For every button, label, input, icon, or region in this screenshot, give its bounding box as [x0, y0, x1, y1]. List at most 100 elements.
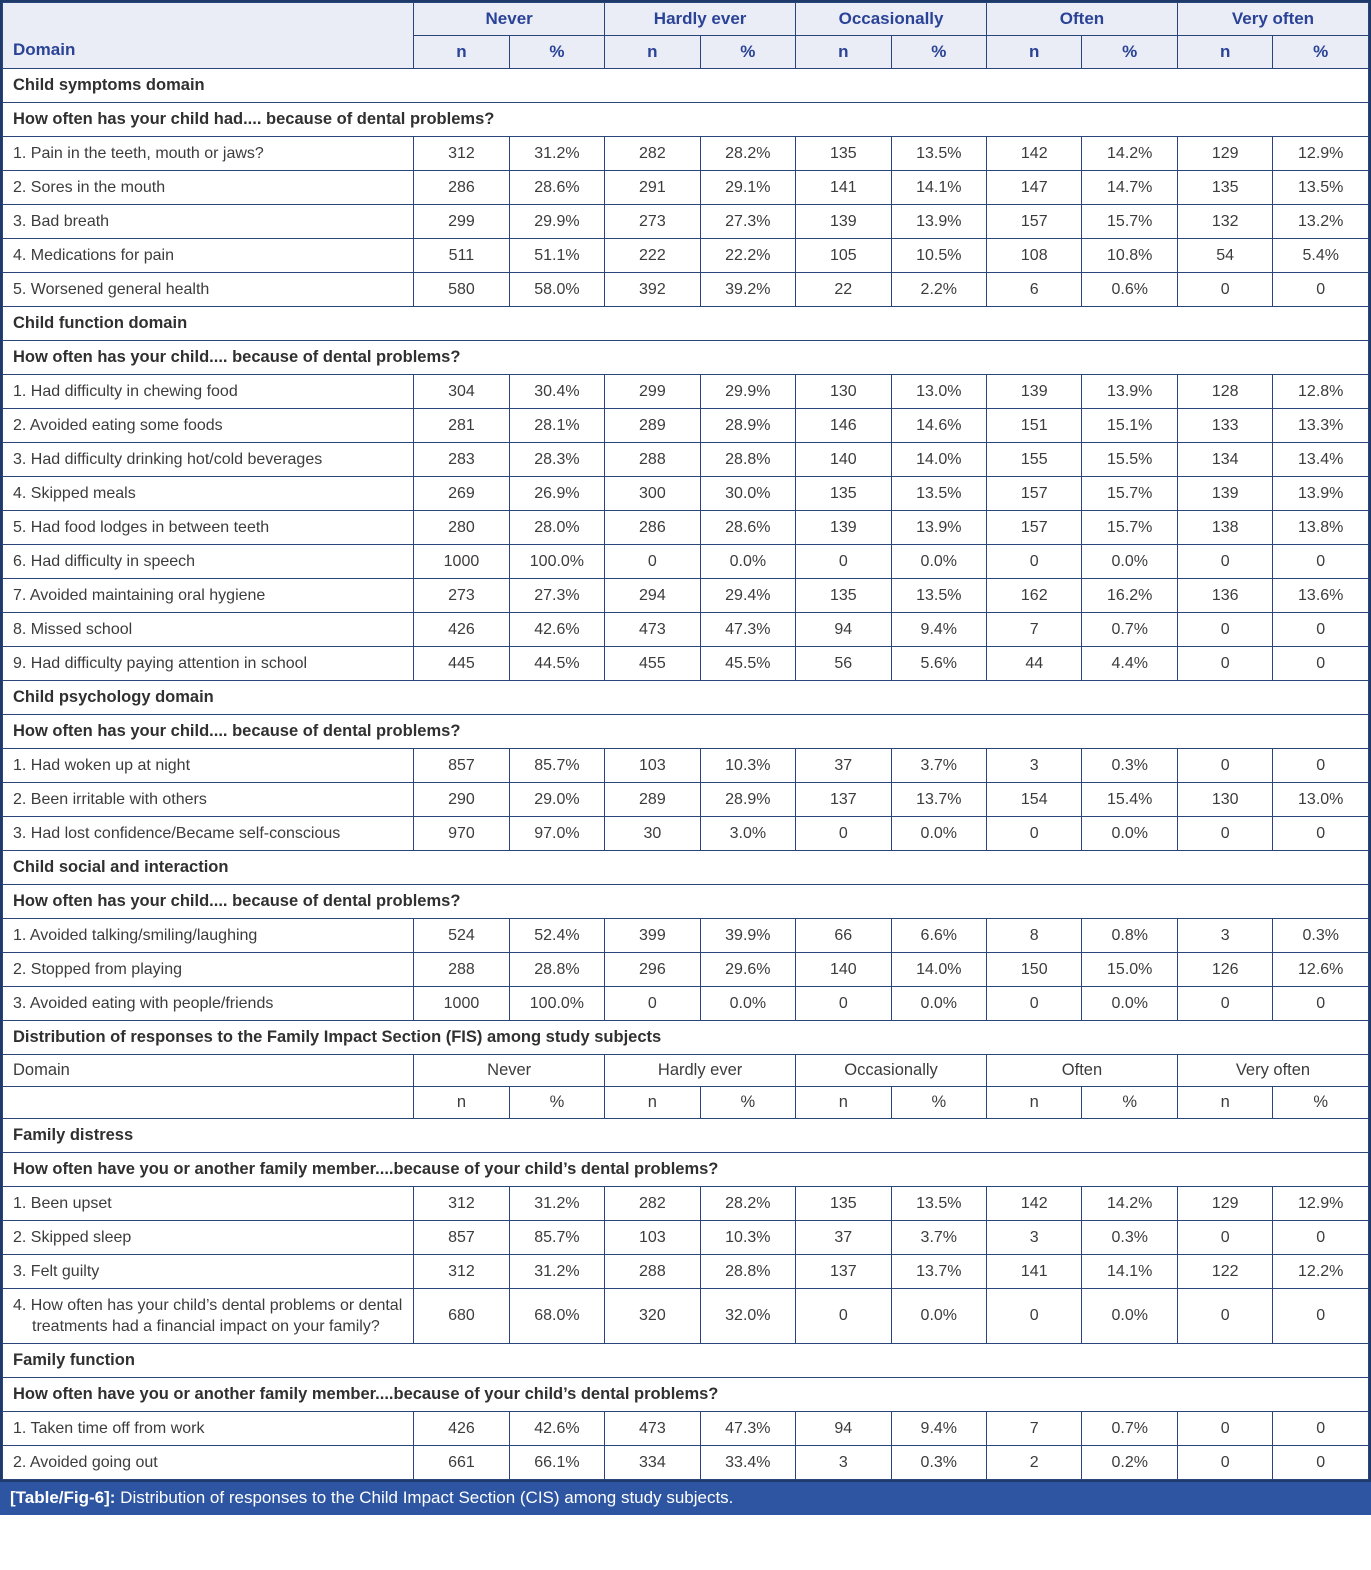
cis-table-container: Domain Never Hardly ever Occasionally Of… [0, 0, 1371, 1482]
value-cell: 0.0% [699, 986, 797, 1021]
value-cell: 0 [1176, 612, 1274, 647]
value-cell: 2 [986, 1445, 1083, 1480]
question-row: How often has your child.... because of … [2, 714, 1369, 749]
value-cell: 13.0% [1272, 782, 1369, 817]
value-cell: 4.4% [1081, 646, 1178, 681]
value-cell: 299 [413, 204, 510, 239]
value-cell: 139 [1176, 476, 1274, 511]
value-cell: 147 [986, 170, 1083, 205]
item-label: 4. How often has your child’s dental pro… [1, 1288, 415, 1344]
item-label: 5. Worsened general health [1, 272, 415, 307]
data-row: 4. Medications for pain 511 51.1% 222 22.2% 1… [1, 238, 1369, 273]
value-cell: 31.2% [508, 1254, 606, 1289]
value-cell: 15.7% [1081, 476, 1178, 511]
item-label: 9. Had difficulty paying attention in sc… [1, 646, 415, 681]
value-cell: 42.6% [508, 612, 606, 647]
value-cell: 13.5% [890, 1186, 988, 1221]
value-cell: 857 [413, 748, 510, 783]
n-header: n [604, 35, 701, 69]
value-cell: 139 [986, 374, 1083, 409]
item-label: 3. Had lost confidence/Became self-consc… [1, 816, 415, 851]
percent-header: % [890, 35, 988, 69]
value-cell: 68.0% [508, 1288, 606, 1344]
value-cell: 12.8% [1272, 374, 1369, 409]
value-cell: 13.7% [890, 782, 988, 817]
group-header-occasionally: Occasionally [795, 2, 988, 36]
value-cell: 136 [1176, 578, 1274, 613]
value-cell: 0 [1272, 646, 1369, 681]
value-cell: 45.5% [699, 646, 797, 681]
value-cell: 13.6% [1272, 578, 1369, 613]
table-caption: [Table/Fig-6]: Distribution of responses… [0, 1482, 1371, 1515]
data-row: 2. Been irritable with others 290 29.0% 289… [1, 782, 1369, 817]
value-cell: 0 [795, 544, 892, 579]
value-cell: 10.8% [1081, 238, 1178, 273]
value-cell: 28.1% [508, 408, 606, 443]
value-cell: 0.2% [1081, 1445, 1178, 1480]
value-cell: 29.1% [699, 170, 797, 205]
value-cell: 135 [1176, 170, 1274, 205]
value-cell: 13.7% [890, 1254, 988, 1289]
value-cell: 85.7% [508, 1220, 606, 1255]
value-cell: 15.7% [1081, 204, 1178, 239]
section-row: Child social and interaction [2, 850, 1369, 885]
value-cell: 312 [413, 1186, 510, 1221]
value-cell: 154 [986, 782, 1083, 817]
item-label: 2. Sores in the mouth [1, 170, 415, 205]
value-cell: 39.2% [699, 272, 797, 307]
value-cell: 426 [413, 612, 510, 647]
value-cell: 0 [1176, 646, 1274, 681]
value-cell: 0 [986, 986, 1083, 1021]
value-cell: 15.4% [1081, 782, 1178, 817]
value-cell: 14.2% [1081, 1186, 1178, 1221]
value-cell: 12.6% [1272, 952, 1369, 987]
value-cell: 288 [604, 442, 701, 477]
value-cell: 392 [604, 272, 701, 307]
value-cell: 33.4% [699, 1445, 797, 1480]
value-cell: 300 [604, 476, 701, 511]
value-cell: 296 [604, 952, 701, 987]
data-row: 2. Avoided going out 661 66.1% 334 33.4% 3 0.3… [1, 1445, 1369, 1480]
cis-table: Domain Never Hardly ever Occasionally Of… [1, 2, 1370, 1480]
value-cell: 135 [795, 1186, 892, 1221]
value-cell: 0 [1272, 1288, 1369, 1344]
question-label: How often has your child.... because of … [2, 340, 1369, 375]
item-label: 1. Been upset [1, 1186, 415, 1221]
value-cell: 9.4% [890, 1411, 988, 1446]
value-cell: 1000 [413, 986, 510, 1021]
value-cell: 0.3% [890, 1445, 988, 1480]
header-np-row: n % n % n % n % n % [3, 35, 1369, 69]
value-cell: 44.5% [508, 646, 606, 681]
data-row: 2. Sores in the mouth 286 28.6% 291 29.1% 141… [1, 170, 1369, 205]
value-cell: 0.3% [1272, 918, 1369, 953]
item-label: 3. Bad breath [1, 204, 415, 239]
value-cell: 0.0% [890, 986, 988, 1021]
item-label: 3. Felt guilty [1, 1254, 415, 1289]
value-cell: 0 [1272, 272, 1369, 307]
value-cell: 0.7% [1081, 1411, 1178, 1446]
value-cell: 0.0% [1081, 816, 1178, 851]
value-cell: 13.0% [890, 374, 988, 409]
data-row: 1. Pain in the teeth, mouth or jaws? 312 3… [1, 136, 1369, 171]
value-cell: 151 [986, 408, 1083, 443]
data-row: 4. Skipped meals 269 26.9% 300 30.0% 135 13.5%… [1, 476, 1369, 511]
fis-np-header: n [604, 1086, 701, 1119]
value-cell: 0.0% [699, 544, 797, 579]
value-cell: 0 [1272, 1445, 1369, 1480]
value-cell: 680 [413, 1288, 510, 1344]
data-row: 2. Stopped from playing 288 28.8% 296 29.6% 1… [1, 952, 1369, 987]
value-cell: 291 [604, 170, 701, 205]
value-cell: 28.3% [508, 442, 606, 477]
value-cell: 139 [795, 510, 892, 545]
value-cell: 0 [1272, 816, 1369, 851]
value-cell: 294 [604, 578, 701, 613]
value-cell: 857 [413, 1220, 510, 1255]
value-cell: 97.0% [508, 816, 606, 851]
value-cell: 100.0% [508, 986, 606, 1021]
value-cell: 29.9% [699, 374, 797, 409]
fis-group-header: Very often [1176, 1054, 1370, 1087]
value-cell: 56 [795, 646, 892, 681]
value-cell: 13.5% [890, 136, 988, 171]
value-cell: 142 [986, 1186, 1083, 1221]
value-cell: 0 [1272, 748, 1369, 783]
